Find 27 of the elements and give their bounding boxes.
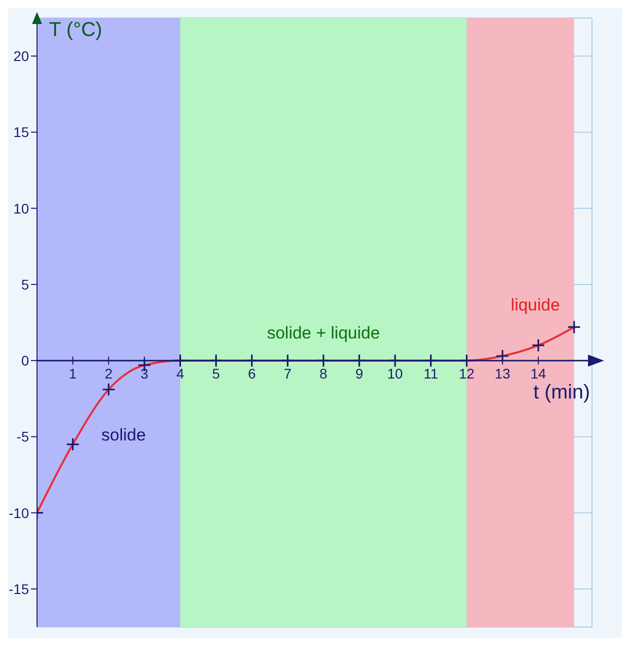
y-tick-label: -5	[16, 428, 30, 445]
y-axis-title: T (°C)	[49, 19, 102, 41]
x-tick-label: 12	[458, 366, 475, 382]
x-tick-label: 7	[284, 366, 292, 382]
x-tick-label: 8	[320, 366, 328, 382]
x-tick-label: 10	[387, 366, 404, 382]
x-tick-label: 14	[530, 366, 546, 382]
x-tick-label: 3	[140, 366, 149, 382]
x-tick-label: 6	[248, 366, 256, 382]
x-tick-label: 13	[494, 366, 510, 382]
x-axis-title: t (min)	[533, 382, 590, 404]
y-tick-label: 20	[13, 48, 30, 64]
y-tick-label: -10	[8, 504, 30, 521]
y-tick-label: 0	[21, 352, 30, 369]
x-tick-label: 9	[355, 366, 364, 382]
y-tick-label: 15	[13, 124, 30, 140]
y-tick-label: 5	[21, 276, 30, 292]
x-tick-label: 2	[104, 366, 113, 382]
band-label: solide + liquide	[266, 324, 380, 343]
band-label: liquide	[510, 296, 560, 315]
x-tick-label: 4	[176, 366, 184, 382]
x-tick-label: 5	[212, 366, 220, 382]
y-tick-label: 10	[13, 200, 30, 216]
x-tick-label: 1	[68, 366, 77, 382]
band-label: solide	[101, 426, 146, 445]
x-tick-label: 11	[424, 366, 438, 382]
y-tick-label: -15	[8, 580, 30, 597]
